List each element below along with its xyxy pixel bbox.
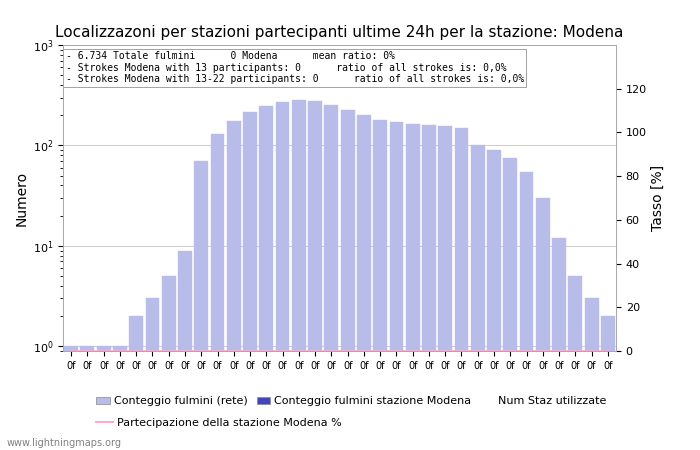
Bar [503, 158, 517, 450]
Bar [341, 110, 354, 450]
Bar [471, 145, 484, 450]
Bar [308, 101, 322, 450]
Bar [536, 198, 550, 450]
Bar [406, 124, 419, 450]
Bar [292, 100, 306, 450]
Bar [584, 298, 598, 450]
Bar [260, 106, 273, 450]
Bar [601, 316, 615, 450]
Bar [146, 298, 160, 450]
Bar [113, 346, 127, 450]
Bar [276, 102, 290, 450]
Text: www.lightningmaps.org: www.lightningmaps.org [7, 438, 122, 448]
Bar [568, 276, 582, 450]
Bar [389, 122, 403, 450]
Title: Localizzazoni per stazioni partecipanti ultime 24h per la stazione: Modena: Localizzazoni per stazioni partecipanti … [55, 25, 624, 40]
Bar [64, 346, 78, 450]
Bar [487, 150, 501, 450]
Bar [195, 161, 208, 450]
Y-axis label: Numero: Numero [15, 171, 29, 225]
Bar [227, 121, 241, 450]
Bar [438, 126, 452, 450]
Bar [178, 251, 192, 450]
Bar [373, 120, 387, 450]
Text: - 6.734 Totale fulmini      0 Modena      mean ratio: 0%
- Strokes Modena with 1: - 6.734 Totale fulmini 0 Modena mean rat… [66, 51, 524, 84]
Bar [97, 346, 111, 450]
Bar [519, 171, 533, 450]
Bar [130, 316, 143, 450]
Bar [243, 112, 257, 450]
Bar [357, 115, 371, 450]
Bar [552, 238, 566, 450]
Legend: Partecipazione della stazione Modena %: Partecipazione della stazione Modena % [96, 418, 342, 428]
Bar [454, 128, 468, 450]
Bar [422, 125, 436, 450]
Bar [162, 276, 176, 450]
Bar [325, 104, 338, 450]
Bar [80, 346, 94, 450]
Bar [211, 134, 225, 450]
Y-axis label: Tasso [%]: Tasso [%] [651, 165, 665, 231]
